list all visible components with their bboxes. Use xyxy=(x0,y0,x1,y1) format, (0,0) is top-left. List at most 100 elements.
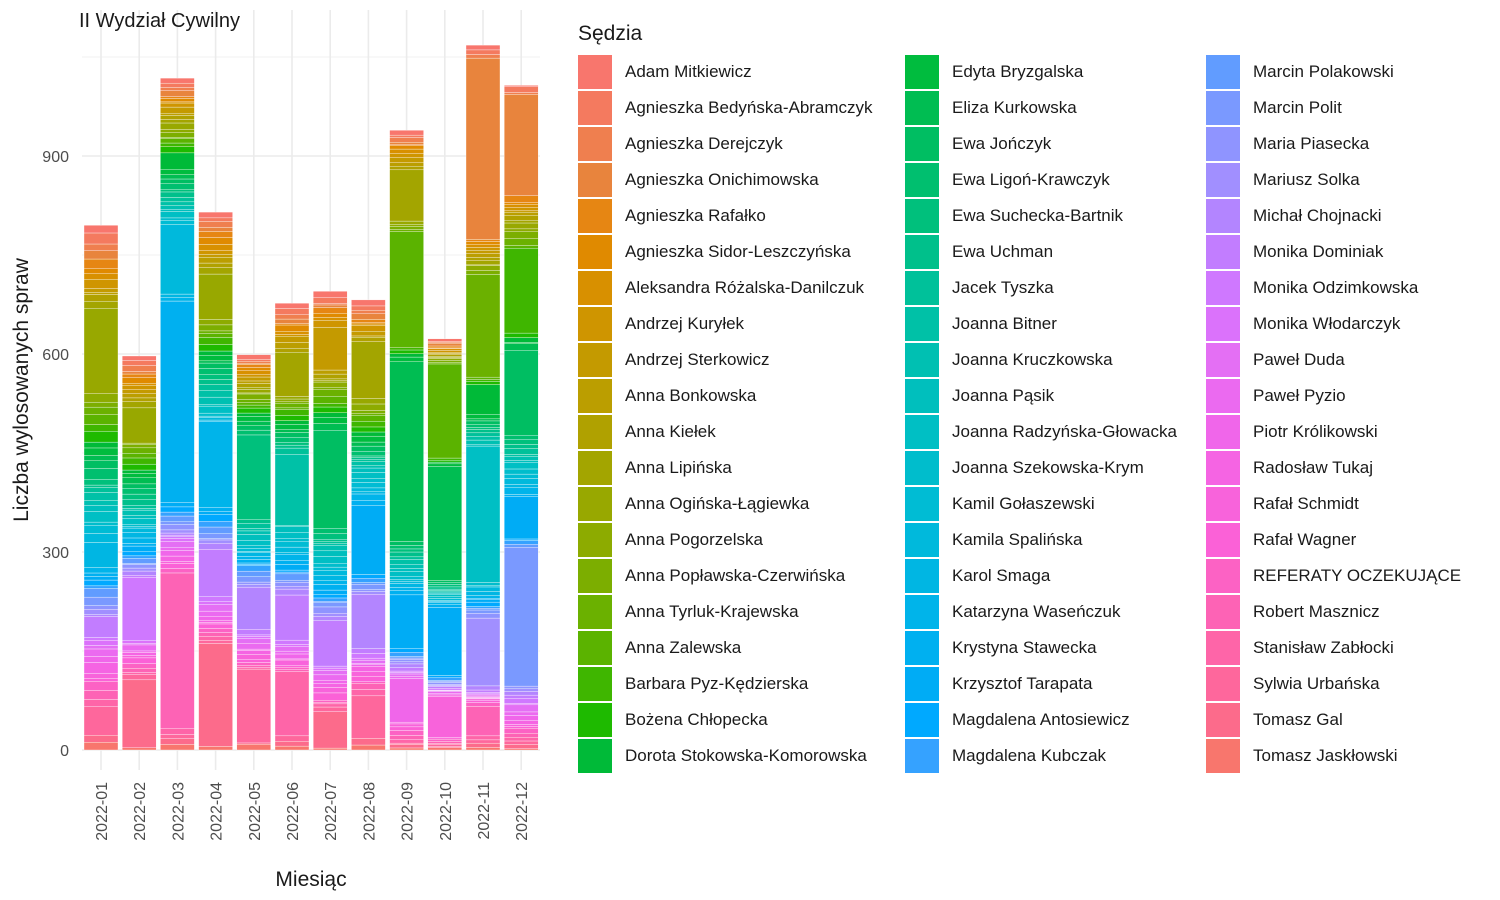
bar-segment xyxy=(351,683,386,690)
bar-segment xyxy=(83,479,119,486)
bar-segment xyxy=(122,371,157,375)
bar-segment xyxy=(236,562,271,565)
bar-segment xyxy=(427,693,462,696)
legend-item: Eliza Kurkowska xyxy=(905,90,1077,126)
bar-segment xyxy=(427,682,462,685)
legend-item: Paweł Pyzio xyxy=(1206,378,1346,414)
bar-segment xyxy=(465,609,501,614)
bar-segment xyxy=(198,521,233,528)
bar-segment xyxy=(274,454,310,526)
bar-segment xyxy=(160,541,195,549)
bar-segment xyxy=(389,678,424,723)
bar-segment xyxy=(504,222,539,230)
bar-segment xyxy=(198,412,233,417)
bar-segment xyxy=(83,308,119,394)
bar-segment xyxy=(83,460,119,469)
bar-segment xyxy=(160,744,195,751)
bar-segment xyxy=(465,685,501,691)
legend-swatch xyxy=(905,487,939,521)
bar-segment xyxy=(351,310,386,314)
legend-item: Joanna Bitner xyxy=(905,306,1057,342)
bar-segment xyxy=(83,294,119,302)
bar-segment xyxy=(236,361,271,364)
bar-segment xyxy=(351,299,386,307)
bar-segment xyxy=(236,407,271,414)
bar-segment xyxy=(465,249,501,254)
bar-segment xyxy=(236,434,271,520)
bar-segment xyxy=(389,356,424,362)
bar-segment xyxy=(427,358,462,361)
legend-swatch xyxy=(905,631,939,665)
bar-segment xyxy=(198,549,233,597)
bar-segment xyxy=(504,484,539,488)
bar-segment xyxy=(122,668,157,673)
bar-segment xyxy=(236,528,271,532)
legend-label: Joanna Kruczkowska xyxy=(952,350,1113,369)
bar-segment xyxy=(122,393,157,399)
legend-swatch xyxy=(905,523,939,557)
legend-item: Ewa Jończyk xyxy=(905,126,1051,162)
bar-segment xyxy=(389,723,424,728)
bar-segment xyxy=(122,397,157,402)
bar-segment xyxy=(198,404,233,407)
bar-segment xyxy=(236,370,271,375)
legend-swatch xyxy=(578,703,612,737)
legend-item: Kamila Spalińska xyxy=(905,522,1082,558)
bar-segment xyxy=(236,659,271,663)
bar-segment xyxy=(198,396,233,405)
legend-items: Adam Mitkiewicz Agnieszka Bedyńska-Abramc… xyxy=(578,54,1461,794)
bar-segment xyxy=(351,445,386,452)
bar-segment xyxy=(83,268,119,274)
bar-segment xyxy=(313,327,348,371)
bar-segment xyxy=(160,197,195,203)
bar-segment xyxy=(504,691,539,696)
bar-segment xyxy=(504,86,539,93)
bar-segment xyxy=(83,484,119,488)
bar-segment xyxy=(274,586,310,590)
bar-segment xyxy=(160,220,195,225)
bar-segment xyxy=(83,406,119,415)
bar-segment xyxy=(236,545,271,549)
bar-segment xyxy=(198,405,233,414)
bar-segment xyxy=(198,227,233,232)
bar-segment xyxy=(198,417,233,421)
legend-swatch xyxy=(905,667,939,701)
bar-segment xyxy=(313,702,348,705)
bar-segment xyxy=(160,87,195,91)
bar-segment xyxy=(313,320,348,328)
bar-segment xyxy=(160,137,195,139)
bar-segment xyxy=(160,217,195,221)
bar-segment xyxy=(198,514,233,522)
bar-segment xyxy=(389,667,424,672)
bar-segment xyxy=(504,538,539,541)
legend-swatch xyxy=(1206,55,1240,89)
legend-swatch xyxy=(1206,487,1240,521)
bar-segment xyxy=(160,293,195,298)
bar-segment xyxy=(313,692,348,701)
bar-segment xyxy=(351,465,386,469)
bar-segment xyxy=(274,409,310,416)
bar-segment xyxy=(236,667,271,670)
legend-label: Anna Popławska-Czerwińska xyxy=(625,566,846,585)
bar-segment xyxy=(83,441,119,449)
bar-segment xyxy=(351,421,386,428)
bar-segment xyxy=(274,546,310,553)
bar-segment xyxy=(274,429,310,433)
bar-segment xyxy=(236,367,271,371)
bar-segment xyxy=(83,567,119,574)
bar-segment xyxy=(427,594,462,597)
bar-segment xyxy=(274,308,310,315)
bar-segment xyxy=(465,582,501,586)
bar-segment xyxy=(83,690,119,700)
bar-segment xyxy=(160,102,195,108)
bar-segment xyxy=(427,607,462,676)
bar-segment xyxy=(236,354,271,360)
bar-segment xyxy=(274,444,310,449)
bar-segment xyxy=(122,650,157,653)
bar-segment xyxy=(313,575,348,581)
bar-segment xyxy=(313,601,348,603)
bar-segment xyxy=(465,44,501,51)
legend-label: Marcin Polakowski xyxy=(1253,62,1394,81)
legend-label: Ewa Jończyk xyxy=(952,134,1052,153)
legend-swatch xyxy=(905,199,939,233)
